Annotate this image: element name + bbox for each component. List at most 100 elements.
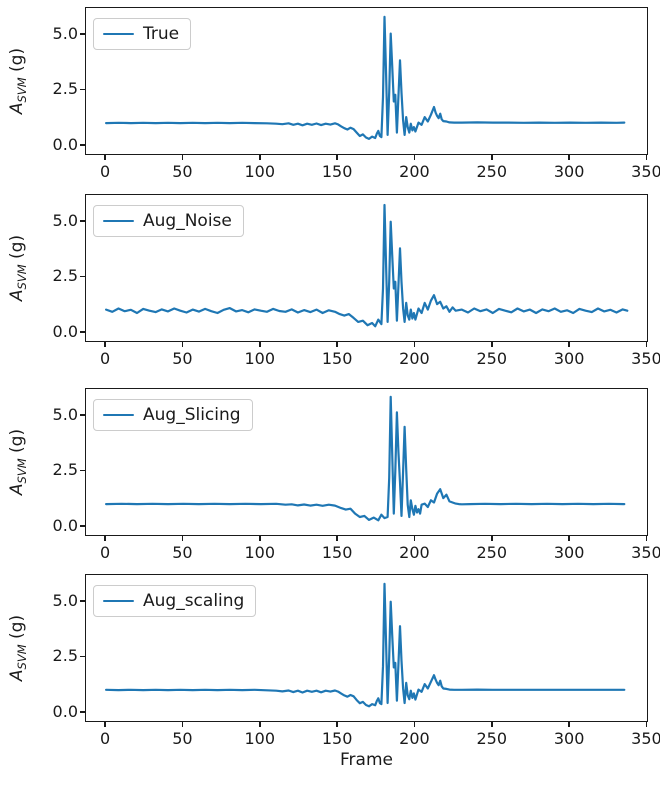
y-axis-label: ASVM (g)	[7, 235, 29, 301]
legend-label: True	[143, 24, 180, 44]
x-tick-mark	[104, 342, 106, 347]
y-tick-mark	[80, 711, 85, 713]
y-tick-label: 2.5	[52, 460, 78, 480]
y-tick-mark	[80, 599, 85, 602]
x-tick-mark	[490, 155, 493, 160]
y-axis-label-symbol: A	[6, 483, 27, 496]
x-tick-label: 100	[244, 543, 276, 562]
y-tick-mark	[80, 655, 85, 658]
y-tick-label: 0.0	[52, 134, 78, 154]
x-tick-label: 150	[321, 729, 353, 748]
x-tick-mark	[181, 536, 184, 541]
x-tick-label: 0	[100, 162, 111, 181]
x-tick-label: 250	[476, 543, 508, 562]
x-tick-mark	[645, 722, 648, 727]
subplot-1: True 0.0 2.5 5.0 0 50 100 150 200 250 300 350 ASVM (…	[0, 7, 660, 187]
y-tick-mark	[80, 88, 85, 91]
series-line-aug_noise	[105, 203, 629, 328]
x-tick-label: 250	[476, 349, 508, 368]
subplot-2: Aug_Noise 0.0 2.5 5.0 0 50 100 150 200 250 300 350 A…	[0, 194, 660, 374]
subplot-4: Aug_scaling 0.0 2.5 5.0 0 50 100 150 200 250 300 35…	[0, 574, 660, 754]
legend-line-sample	[103, 32, 134, 36]
y-axis-label-symbol: A	[6, 102, 27, 115]
plot-canvas-2	[105, 203, 629, 328]
x-tick-label: 300	[553, 349, 585, 368]
x-tick-mark	[645, 155, 648, 160]
x-tick-label: 300	[553, 543, 585, 562]
y-tick-label: 2.5	[52, 79, 78, 99]
x-tick-label: 0	[100, 543, 111, 562]
y-tick-label: 0.0	[52, 321, 78, 341]
x-tick-label: 150	[321, 349, 353, 368]
x-tick-mark	[336, 342, 338, 347]
x-tick-label: 250	[476, 162, 508, 181]
x-tick-mark	[645, 342, 648, 347]
legend-line-sample	[103, 219, 134, 223]
y-tick-mark	[80, 469, 85, 472]
x-tick-mark	[181, 155, 184, 160]
x-tick-label: 100	[244, 729, 276, 748]
y-tick-mark	[80, 144, 85, 146]
y-tick-label: 5.0	[52, 23, 78, 43]
x-tick-mark	[568, 722, 570, 727]
legend-label: Aug_scaling	[143, 591, 245, 611]
x-tick-mark	[568, 536, 570, 541]
x-tick-mark	[258, 722, 261, 727]
legend-box-2: Aug_Noise	[93, 205, 244, 237]
legend-line-sample	[103, 599, 134, 603]
x-tick-mark	[258, 342, 261, 347]
legend-label: Aug_Slicing	[143, 405, 241, 425]
x-tick-mark	[336, 155, 338, 160]
y-tick-label: 0.0	[52, 515, 78, 535]
y-axis-label-unit: (g)	[6, 614, 27, 645]
y-tick-label: 5.0	[52, 210, 78, 230]
x-tick-mark	[258, 155, 261, 160]
y-axis-label: ASVM (g)	[7, 615, 29, 681]
x-tick-label: 250	[476, 729, 508, 748]
x-tick-label: 200	[399, 729, 430, 748]
y-axis-label: ASVM (g)	[7, 429, 29, 495]
y-tick-mark	[80, 525, 85, 527]
x-tick-mark	[181, 722, 184, 727]
x-tick-mark	[258, 536, 261, 541]
series-line-aug_slicing	[105, 395, 626, 522]
x-tick-mark	[413, 722, 416, 727]
y-tick-label: 2.5	[52, 646, 78, 666]
x-tick-mark	[413, 342, 416, 347]
subplot-3: Aug_Slicing 0.0 2.5 5.0 0 50 100 150 200 250 300 35…	[0, 388, 660, 568]
x-tick-label: 200	[399, 543, 430, 562]
x-axis-label-frame: Frame	[340, 750, 393, 770]
x-tick-mark	[181, 342, 184, 347]
x-tick-mark	[336, 722, 338, 727]
x-tick-label: 350	[631, 349, 660, 368]
y-axis-label-symbol: A	[6, 289, 27, 302]
plot-canvas-1	[105, 15, 626, 140]
y-tick-label: 5.0	[52, 404, 78, 424]
y-axis-label-unit: (g)	[6, 234, 27, 265]
x-tick-label: 200	[399, 349, 430, 368]
x-tick-mark	[104, 536, 106, 541]
y-axis-label: ASVM (g)	[7, 48, 29, 114]
y-tick-mark	[80, 413, 85, 416]
x-tick-label: 300	[553, 162, 585, 181]
y-tick-mark	[80, 219, 85, 222]
x-tick-label: 350	[631, 162, 660, 181]
x-tick-label: 100	[244, 349, 276, 368]
x-tick-label: 50	[172, 349, 193, 368]
x-tick-label: 350	[631, 729, 660, 748]
legend-box-3: Aug_Slicing	[93, 399, 253, 431]
legend-line-sample	[103, 413, 134, 417]
y-tick-mark	[80, 275, 85, 278]
axes-3: Aug_Slicing	[85, 388, 648, 536]
legend-box-1: True	[93, 18, 192, 50]
y-tick-label: 2.5	[52, 266, 78, 286]
axes-1: True	[85, 7, 648, 155]
y-axis-label-subscript: SVM	[15, 77, 30, 103]
y-axis-label-subscript: SVM	[15, 458, 30, 484]
series-line-true	[105, 15, 626, 140]
y-axis-label-subscript: SVM	[15, 264, 30, 290]
x-tick-mark	[645, 536, 648, 541]
x-tick-mark	[568, 342, 570, 347]
x-tick-mark	[490, 536, 493, 541]
